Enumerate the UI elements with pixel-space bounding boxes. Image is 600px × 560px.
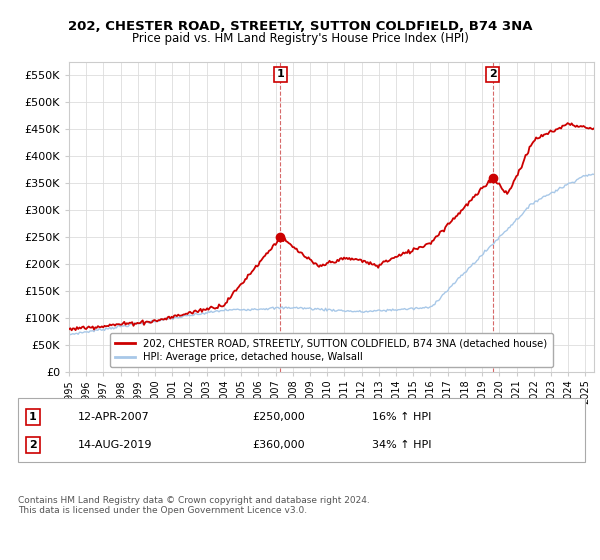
- Text: 12-APR-2007: 12-APR-2007: [78, 412, 150, 422]
- Text: £360,000: £360,000: [252, 440, 305, 450]
- Text: Contains HM Land Registry data © Crown copyright and database right 2024.
This d: Contains HM Land Registry data © Crown c…: [18, 496, 370, 515]
- Text: 1: 1: [277, 69, 284, 80]
- Text: £250,000: £250,000: [252, 412, 305, 422]
- Text: 1: 1: [29, 412, 37, 422]
- Text: Price paid vs. HM Land Registry's House Price Index (HPI): Price paid vs. HM Land Registry's House …: [131, 32, 469, 45]
- Text: 34% ↑ HPI: 34% ↑ HPI: [372, 440, 431, 450]
- Legend: 202, CHESTER ROAD, STREETLY, SUTTON COLDFIELD, B74 3NA (detached house), HPI: Av: 202, CHESTER ROAD, STREETLY, SUTTON COLD…: [110, 333, 553, 367]
- Text: 2: 2: [489, 69, 497, 80]
- Text: 202, CHESTER ROAD, STREETLY, SUTTON COLDFIELD, B74 3NA: 202, CHESTER ROAD, STREETLY, SUTTON COLD…: [68, 20, 532, 32]
- Text: 16% ↑ HPI: 16% ↑ HPI: [372, 412, 431, 422]
- Text: 14-AUG-2019: 14-AUG-2019: [78, 440, 152, 450]
- Text: 2: 2: [29, 440, 37, 450]
